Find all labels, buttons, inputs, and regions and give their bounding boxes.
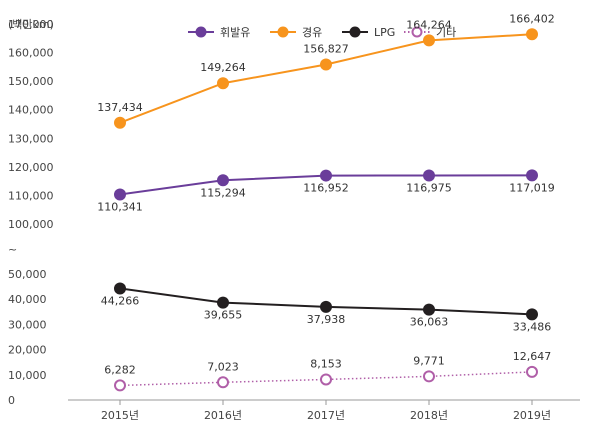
data-point xyxy=(114,188,126,201)
y-tick-label: 20,000 xyxy=(8,344,47,357)
legend-item: 휘발유 xyxy=(188,26,250,39)
data-point xyxy=(423,169,435,182)
legend-label: LPG xyxy=(374,26,395,39)
data-label: 115,294 xyxy=(200,186,246,199)
data-point xyxy=(526,28,538,41)
y-tick-label: 150,000 xyxy=(8,75,54,88)
data-point xyxy=(526,308,538,321)
data-label: 6,282 xyxy=(104,363,136,376)
data-point xyxy=(320,169,332,182)
data-label: 7,023 xyxy=(207,360,239,373)
data-point xyxy=(320,300,332,313)
x-tick-label: 2018년 xyxy=(410,409,448,422)
data-label: 164,264 xyxy=(406,18,452,31)
series-4: 6,282 7,023 8,153 9,771 12,647 xyxy=(104,350,552,392)
unit-label: (백만km) xyxy=(8,18,54,31)
data-label: 8,153 xyxy=(310,357,342,370)
series-2: 137,434 149,264 156,827 164,264 166,402 xyxy=(97,12,555,129)
series-1: 110,341 115,294 116,952 116,975 117,019 xyxy=(97,169,555,213)
series-line xyxy=(119,371,533,387)
legend-item: LPG xyxy=(342,26,395,39)
data-point xyxy=(114,282,126,295)
data-point xyxy=(423,370,435,383)
data-label: 137,434 xyxy=(97,101,143,114)
x-tick-label: 2019년 xyxy=(513,409,551,422)
y-tick-label: ~ xyxy=(8,243,17,256)
data-label: 33,486 xyxy=(513,320,552,333)
data-label: 36,063 xyxy=(410,316,449,329)
legend-label: 기타 xyxy=(436,26,456,39)
legend-marker xyxy=(277,26,289,38)
y-tick-label: 160,000 xyxy=(8,47,54,60)
y-tick-label: 140,000 xyxy=(8,104,54,117)
data-point xyxy=(114,116,126,129)
data-point xyxy=(217,174,229,187)
y-tick-label: 40,000 xyxy=(8,293,47,306)
x-tick-label: 2017년 xyxy=(307,409,345,422)
data-point xyxy=(526,169,538,182)
data-point xyxy=(423,303,435,316)
data-point xyxy=(217,376,229,389)
data-label: 12,647 xyxy=(513,350,552,363)
data-label: 116,975 xyxy=(406,182,452,195)
legend: 휘발유 경유 LPG 기타 xyxy=(188,26,456,39)
legend-marker xyxy=(411,26,423,38)
y-tick-label: 110,000 xyxy=(8,189,54,202)
legend-marker xyxy=(349,26,361,38)
x-tick-label: 2016년 xyxy=(204,409,242,422)
data-point xyxy=(217,77,229,90)
y-tick-label: 0 xyxy=(8,394,15,407)
data-point xyxy=(320,373,332,386)
y-tick-label: 170,000 xyxy=(8,18,54,31)
legend-item: 경유 xyxy=(270,26,322,39)
y-tick-label: 120,000 xyxy=(8,161,54,174)
data-label: 149,264 xyxy=(200,61,246,74)
data-point xyxy=(526,365,538,378)
data-label: 156,827 xyxy=(303,42,349,55)
data-label: 9,771 xyxy=(413,354,445,367)
y-tick-label: 130,000 xyxy=(8,132,54,145)
data-point xyxy=(320,58,332,71)
series-3: 44,266 39,655 37,938 36,063 33,486 xyxy=(101,282,552,333)
legend-item: 기타 xyxy=(404,26,456,39)
data-label: 37,938 xyxy=(307,313,346,326)
y-tick-label: 100,000 xyxy=(8,218,54,231)
data-label: 117,019 xyxy=(509,181,555,194)
data-point xyxy=(114,379,126,392)
y-axis: 0 10,000 20,000 30,000 40,000 50,000 ~100,000 1… xyxy=(8,18,54,407)
x-tick-label: 2015년 xyxy=(101,409,139,422)
data-label: 39,655 xyxy=(204,309,243,322)
data-point xyxy=(423,34,435,47)
data-label: 166,402 xyxy=(509,12,555,25)
legend-label: 휘발유 xyxy=(220,26,250,39)
y-tick-label: 30,000 xyxy=(8,318,47,331)
x-axis: 2015년 2016년 2017년 2018년 2019년 xyxy=(101,400,551,422)
plot-area: 110,341 115,294 116,952 116,975 117,019 137,4… xyxy=(97,12,555,392)
data-label: 44,266 xyxy=(101,294,140,307)
data-label: 116,952 xyxy=(303,182,349,195)
legend-label: 경유 xyxy=(302,26,322,39)
y-tick-label: 10,000 xyxy=(8,369,47,382)
y-tick-label: 50,000 xyxy=(8,268,47,281)
data-point xyxy=(217,296,229,309)
data-label: 110,341 xyxy=(97,200,143,213)
legend-marker xyxy=(195,26,207,38)
